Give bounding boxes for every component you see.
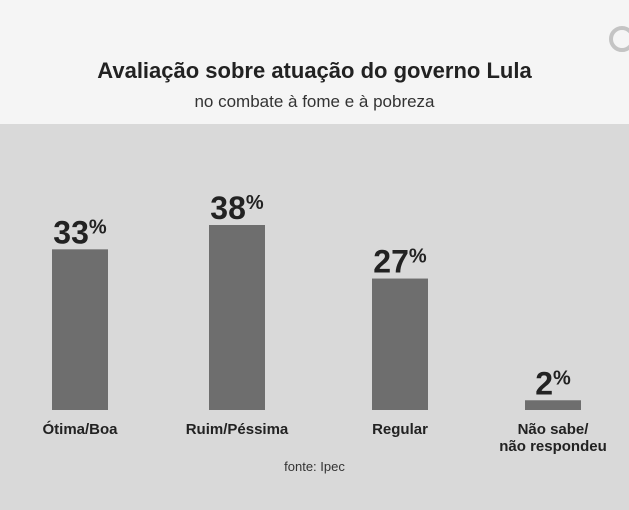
chart-header xyxy=(0,0,629,124)
bar xyxy=(372,278,428,410)
data-label: 33% xyxy=(53,214,107,250)
data-label: 38% xyxy=(210,190,264,226)
chart-title: Avaliação sobre atuação do governo Lula xyxy=(97,58,532,83)
category-label: Ruim/Péssima xyxy=(186,421,289,438)
source-note: fonte: Ipec xyxy=(284,459,345,474)
broadcaster-logo-icon xyxy=(609,26,629,52)
data-label: 27% xyxy=(373,244,427,280)
bar xyxy=(525,400,581,410)
category-label: Ótima/Boa xyxy=(42,420,118,438)
category-label: Regular xyxy=(372,421,428,438)
bar xyxy=(52,249,108,410)
data-label: 2% xyxy=(535,365,571,401)
bar xyxy=(209,225,265,410)
category-label: Não sabe/não respondeu xyxy=(499,421,607,455)
chart-subtitle: no combate à fome e à pobreza xyxy=(194,92,435,111)
